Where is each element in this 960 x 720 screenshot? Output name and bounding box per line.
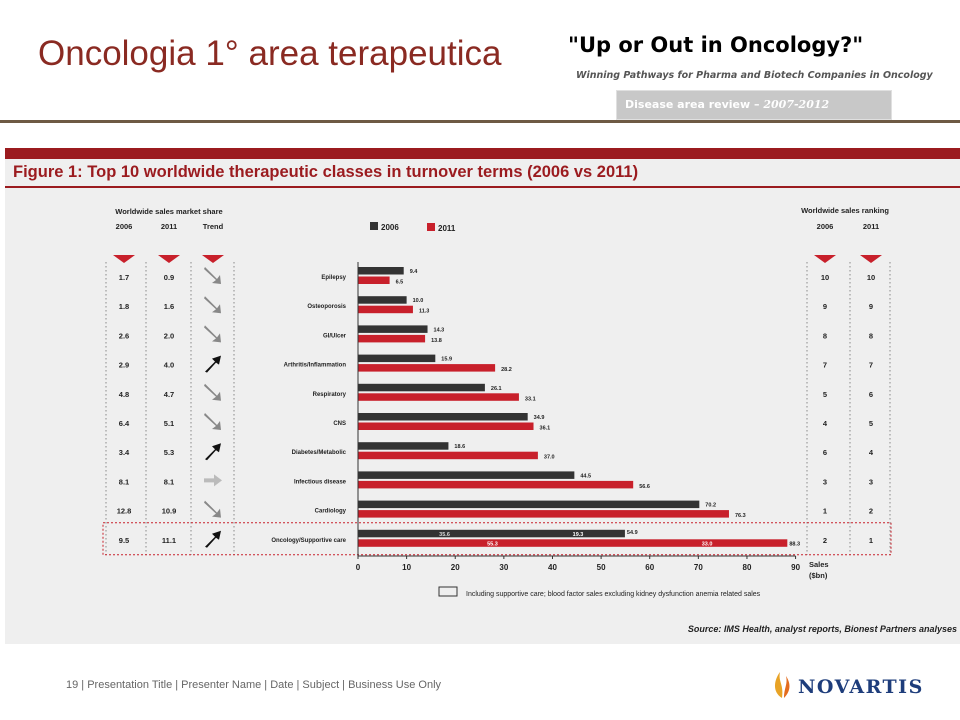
header-divider	[0, 120, 960, 123]
figure-title-rule	[5, 186, 960, 188]
review-badge: Disease area review – 2007-2012	[616, 90, 892, 120]
figure-panel: Figure 1: Top 10 worldwide therapeutic c…	[5, 148, 960, 644]
slide-title: Oncologia 1° area terapeutica	[38, 34, 502, 73]
figure-top-bar	[5, 148, 960, 159]
book-subtitle: Winning Pathways for Pharma and Biotech …	[576, 70, 933, 81]
book-title: "Up or Out in Oncology?"	[568, 33, 864, 57]
review-years: 2007-2012	[763, 98, 830, 111]
review-label: Disease area review – 2007-2012	[625, 98, 830, 111]
flame-icon	[775, 672, 790, 698]
novartis-logo: NOVARTIS	[768, 668, 922, 702]
figure-title: Figure 1: Top 10 worldwide therapeutic c…	[13, 163, 639, 181]
logo-wordmark: NOVARTIS	[798, 676, 924, 698]
footer-text: 19 | Presentation Title | Presenter Name…	[66, 679, 442, 691]
